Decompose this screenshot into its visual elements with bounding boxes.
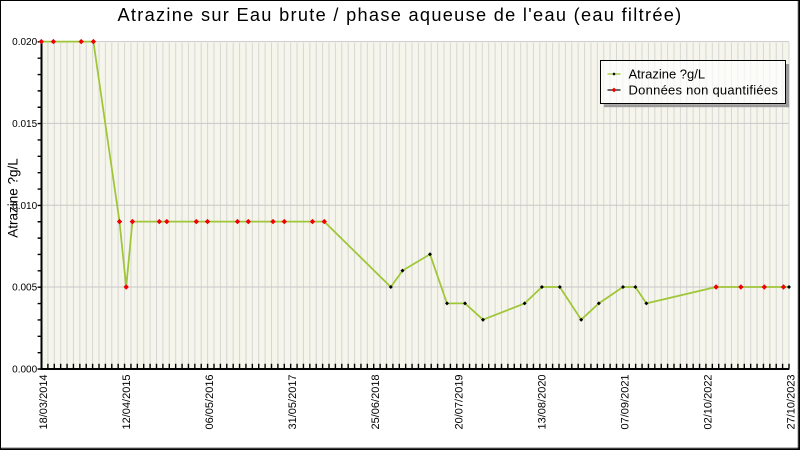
svg-text:12/04/2015: 12/04/2015: [121, 374, 133, 429]
svg-text:Données non quantifiées: Données non quantifiées: [629, 83, 779, 98]
svg-text:18/03/2014: 18/03/2014: [38, 374, 50, 429]
svg-text:0.005: 0.005: [12, 283, 37, 294]
svg-text:0.010: 0.010: [12, 201, 37, 212]
svg-text:Atrazine ?g/L: Atrazine ?g/L: [629, 67, 706, 82]
svg-text:0.020: 0.020: [12, 37, 37, 48]
svg-text:Atrazine sur Eau brute / phase: Atrazine sur Eau brute / phase aqueuse d…: [117, 5, 682, 25]
svg-text:02/10/2022: 02/10/2022: [702, 374, 714, 429]
svg-text:31/05/2017: 31/05/2017: [287, 374, 299, 429]
svg-text:0.000: 0.000: [12, 364, 37, 375]
svg-text:06/05/2016: 06/05/2016: [204, 374, 216, 429]
svg-text:13/08/2020: 13/08/2020: [536, 374, 548, 429]
svg-text:20/07/2019: 20/07/2019: [453, 374, 465, 429]
svg-text:Atrazine ?g/L: Atrazine ?g/L: [6, 158, 21, 238]
svg-text:25/06/2018: 25/06/2018: [370, 374, 382, 429]
svg-text:0.015: 0.015: [12, 119, 37, 130]
svg-text:07/09/2021: 07/09/2021: [619, 374, 631, 429]
svg-text:27/10/2023: 27/10/2023: [786, 374, 798, 429]
